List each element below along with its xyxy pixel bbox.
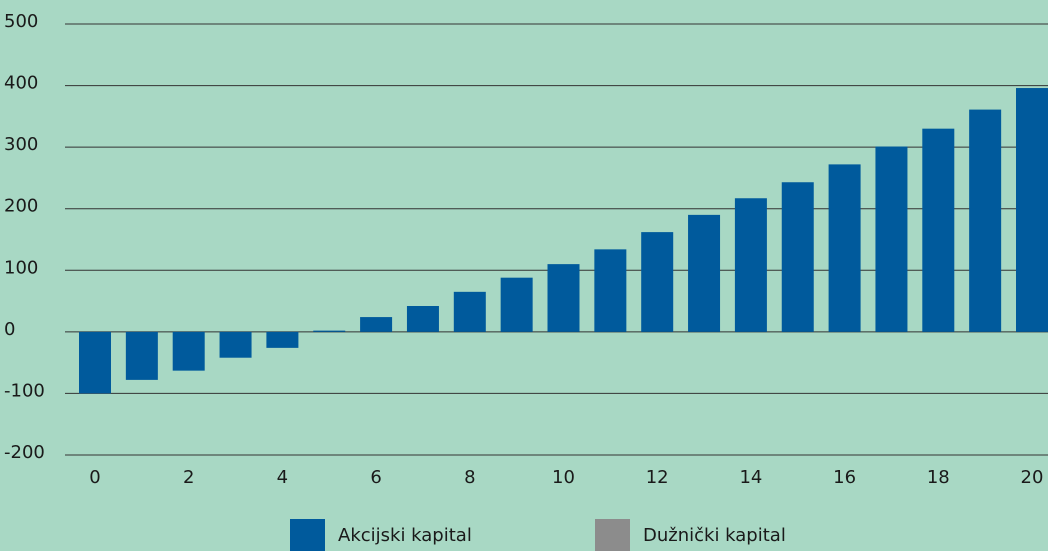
- bar: [360, 317, 393, 332]
- y-tick-label: -200: [4, 442, 45, 463]
- y-tick-label: 200: [4, 196, 38, 217]
- x-tick-label: 20: [1021, 467, 1044, 488]
- x-tick-label: 14: [739, 467, 762, 488]
- bar: [641, 232, 674, 332]
- bar: [969, 109, 1002, 332]
- bar: [406, 305, 439, 332]
- x-tick-label: 10: [552, 467, 575, 488]
- x-tick-label: 2: [183, 467, 194, 488]
- bar: [313, 330, 346, 332]
- y-tick-label: 0: [4, 319, 15, 340]
- bar: [781, 182, 814, 332]
- x-tick-label: 16: [833, 467, 856, 488]
- legend-label: Dužnički kapital: [643, 525, 786, 546]
- bar: [453, 291, 486, 332]
- bar: [266, 331, 299, 348]
- bar: [734, 198, 767, 332]
- legend-label: Akcijski kapital: [338, 525, 472, 546]
- x-tick-label: 4: [277, 467, 288, 488]
- x-tick-label: 6: [370, 467, 381, 488]
- y-tick-label: -100: [4, 380, 45, 401]
- y-tick-label: 400: [4, 73, 38, 94]
- bar: [1016, 88, 1048, 332]
- bar: [875, 146, 908, 332]
- legend-swatch: [595, 519, 630, 551]
- y-tick-label: 300: [4, 134, 38, 155]
- bar: [500, 277, 533, 332]
- x-tick-label: 0: [89, 467, 100, 488]
- bar: [594, 249, 627, 332]
- bar: [172, 331, 205, 371]
- bar: [219, 331, 252, 358]
- x-tick-label: 8: [464, 467, 475, 488]
- y-tick-label: 500: [4, 11, 38, 32]
- bar: [79, 331, 111, 394]
- x-tick-label: 12: [646, 467, 669, 488]
- bar: [547, 264, 580, 332]
- legend-swatch: [290, 519, 325, 551]
- bar: [125, 331, 158, 380]
- bar: [828, 164, 861, 332]
- bar: [688, 214, 721, 332]
- bar: [922, 128, 955, 332]
- x-tick-label: 18: [927, 467, 950, 488]
- y-tick-label: 100: [4, 257, 38, 278]
